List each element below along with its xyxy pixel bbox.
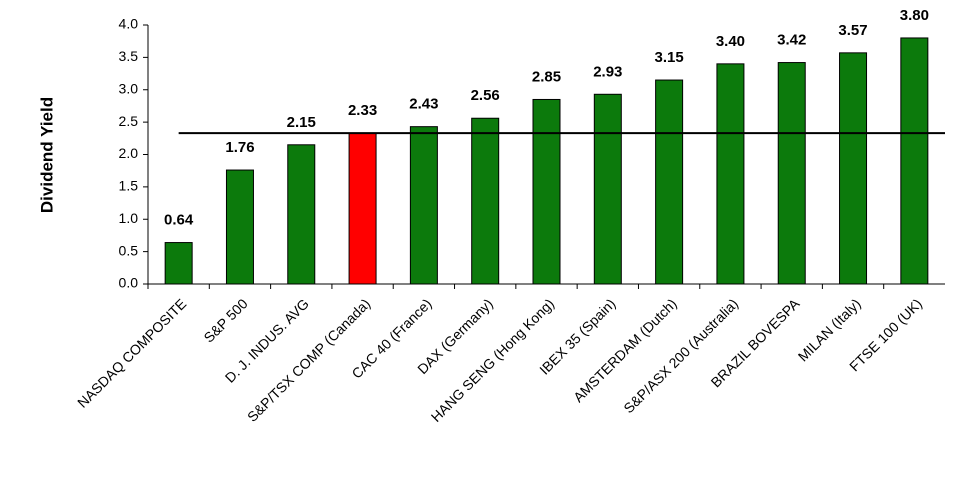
y-tick-label: 1.5 <box>119 178 139 194</box>
bar <box>716 63 745 285</box>
value-label: 1.76 <box>225 139 254 156</box>
y-tick-label: 2.0 <box>119 145 139 161</box>
y-axis-title: Dividend Yield <box>37 97 56 213</box>
bar <box>287 144 316 285</box>
x-tick-label: NASDAQ COMPOSITE <box>74 295 189 410</box>
x-tick-label: AMSTERDAM (Dutch) <box>570 295 680 405</box>
value-label: 3.40 <box>716 33 745 50</box>
y-tick-label: 1.0 <box>119 210 139 226</box>
bar <box>900 37 929 285</box>
value-label: 2.56 <box>471 87 500 104</box>
value-label: 3.42 <box>777 32 806 49</box>
value-label: 0.64 <box>164 212 194 229</box>
y-tick-label: 0.5 <box>119 242 139 258</box>
y-tick-label: 4.0 <box>119 16 139 32</box>
value-label: 3.80 <box>900 7 929 24</box>
value-label: 2.33 <box>348 102 377 119</box>
bar <box>532 98 561 285</box>
x-tick-label: MILAN (Italy) <box>795 295 864 364</box>
bar <box>164 242 193 285</box>
bar <box>471 117 500 285</box>
bar <box>225 169 254 285</box>
x-tick-label: S&P 500 <box>200 295 250 345</box>
value-label: 2.85 <box>532 68 561 85</box>
value-label: 2.93 <box>593 63 622 80</box>
y-tick-label: 3.5 <box>119 48 139 64</box>
x-tick-label: S&P/TSX COMP (Canada) <box>244 295 373 424</box>
bar <box>655 79 684 285</box>
y-tick-label: 0.0 <box>119 275 139 291</box>
bar <box>348 132 377 285</box>
y-tick-label: 2.5 <box>119 113 139 129</box>
value-label: 3.57 <box>838 22 867 39</box>
value-label: 2.43 <box>409 96 438 113</box>
value-label: 3.15 <box>655 49 684 66</box>
bar <box>839 52 868 285</box>
bar <box>409 126 438 285</box>
x-tick-label: S&P/ASX 200 (Australia) <box>620 295 741 416</box>
y-tick-label: 3.0 <box>119 80 139 96</box>
bar <box>777 62 806 285</box>
bar <box>593 93 622 285</box>
x-tick-label: HANG SENG (Hong Kong) <box>428 295 558 425</box>
value-label: 2.15 <box>287 114 316 131</box>
